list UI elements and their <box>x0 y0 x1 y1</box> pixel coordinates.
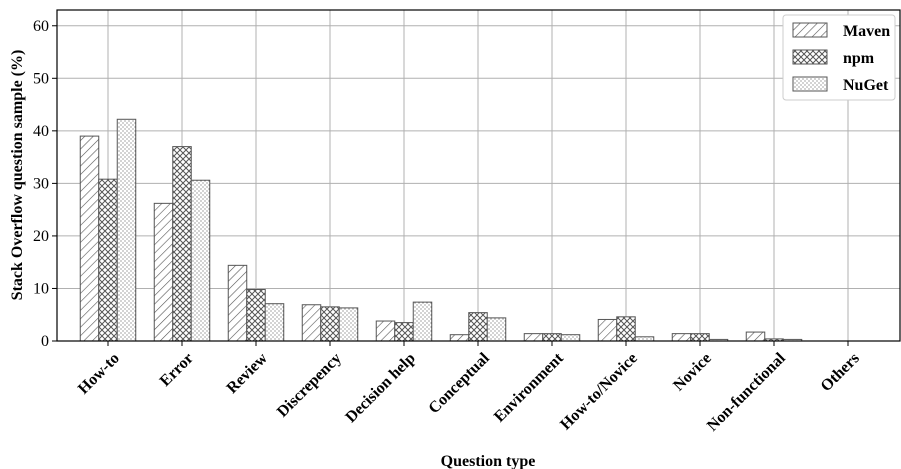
legend-label-npm: npm <box>843 50 875 67</box>
bar-maven-novice <box>671 333 692 342</box>
bar-npm-environment <box>542 333 562 342</box>
y-tick-label: 30 <box>33 175 49 192</box>
x-tick-label-how-to-novice: How-to/Novice <box>557 350 641 434</box>
grid-layer <box>57 10 900 342</box>
bar-nuget-decision-help <box>412 301 433 342</box>
bar-nuget-conceptual <box>486 317 507 342</box>
y-tick-label: 40 <box>33 123 49 140</box>
x-tick-label-others: Others <box>817 350 862 395</box>
legend-swatch-maven <box>792 22 828 38</box>
legend-item-maven: Maven <box>792 22 890 40</box>
y-tick-label: 0 <box>41 333 49 350</box>
y-tick-label: 20 <box>33 228 49 245</box>
bar-npm-how-to-novice <box>616 316 636 342</box>
bar-npm-error <box>172 146 192 342</box>
x-tick-label-environment: Environment <box>491 349 567 425</box>
bar-npm-conceptual <box>468 312 488 342</box>
bar-maven-error <box>153 202 174 342</box>
y-tick-label: 10 <box>33 280 49 297</box>
legend: Maven npm NuGet <box>782 14 896 101</box>
bar-maven-how-to <box>79 135 100 342</box>
legend-item-npm: npm <box>792 49 875 67</box>
bar-npm-discrepency <box>320 306 340 342</box>
x-tick-label-conceptual: Conceptual <box>425 349 493 417</box>
bars-layer <box>79 118 803 342</box>
x-tick-label-novice: Novice <box>670 350 715 395</box>
x-tick-label-non-functional: Non-functional <box>704 349 789 434</box>
legend-item-nuget: NuGet <box>792 76 889 94</box>
bar-maven-environment <box>523 333 544 342</box>
bar-npm-how-to <box>98 178 118 342</box>
x-tick-label-review: Review <box>224 349 272 397</box>
y-tick-label: 50 <box>33 70 49 87</box>
bar-nuget-discrepency <box>338 307 359 342</box>
x-tick-label-discrepency: Discrepency <box>274 350 345 421</box>
legend-swatch-nuget <box>792 76 828 92</box>
legend-label-nuget: NuGet <box>843 77 889 94</box>
bar-maven-discrepency <box>301 304 322 342</box>
bar-npm-review <box>246 289 266 342</box>
bar-maven-conceptual <box>449 334 470 342</box>
bar-maven-decision-help <box>375 320 396 342</box>
bar-nuget-how-to-novice <box>634 336 655 342</box>
bar-maven-review <box>227 264 248 342</box>
bar-maven-how-to-novice <box>597 318 618 342</box>
x-axis-title: Question type <box>441 453 536 469</box>
bar-npm-decision-help <box>394 322 414 342</box>
legend-swatch-npm <box>792 49 828 65</box>
bar-npm-novice <box>690 333 710 342</box>
bar-nuget-environment <box>560 334 581 342</box>
y-tick-label: 60 <box>33 18 49 35</box>
bar-maven-non-functional <box>745 331 766 342</box>
x-tick-label-how-to: How-to <box>75 350 123 398</box>
bar-nuget-how-to <box>116 118 137 342</box>
y-axis-title: Stack Overflow question sample (%) <box>9 50 26 301</box>
y-axis-ticks: 0 10 20 30 40 50 60 <box>33 18 57 350</box>
bar-nuget-review <box>264 303 285 342</box>
bar-nuget-error <box>190 179 211 342</box>
x-tick-label-error: Error <box>157 350 197 390</box>
legend-label-maven: Maven <box>843 23 890 40</box>
x-tick-label-decision-help: Decision help <box>342 350 419 427</box>
